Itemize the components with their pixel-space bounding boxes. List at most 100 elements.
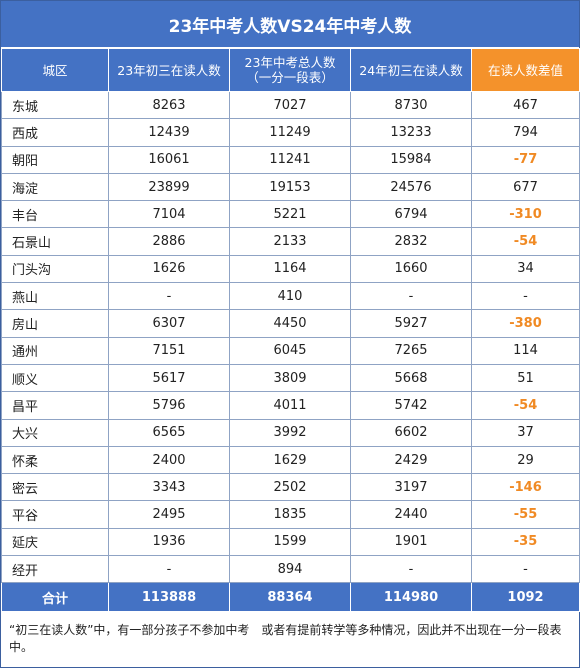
cell-city: 丰台 xyxy=(1,200,109,229)
cell-city: 大兴 xyxy=(1,418,109,447)
cell-g9-2023: 2400 xyxy=(108,445,230,475)
table-row: 通州 7151 6045 7265 114 xyxy=(1,336,580,365)
cell-g9-2023: - xyxy=(108,555,230,584)
cell-city: 顺义 xyxy=(1,363,109,393)
cell-g9-2023: 7151 xyxy=(108,336,230,365)
table-row: 丰台 7104 5221 6794 -310 xyxy=(1,200,580,229)
cell-exam-2023: 4011 xyxy=(229,391,351,420)
cell-diff: 37 xyxy=(471,418,580,447)
cell-city: 延庆 xyxy=(1,527,109,557)
cell-exam-2023: 3992 xyxy=(229,418,351,447)
total-diff: 1092 xyxy=(471,582,580,613)
cell-exam-2023: 1164 xyxy=(229,254,351,284)
table-row: 顺义 5617 3809 5668 51 xyxy=(1,363,580,393)
total-row: 合计 113888 88364 114980 1092 xyxy=(1,582,580,613)
cell-exam-2023: 6045 xyxy=(229,336,351,365)
table-row: 朝阳 16061 11241 15984 -77 xyxy=(1,145,580,174)
cell-g9-2024: 7265 xyxy=(350,336,472,365)
table-row: 东城 8263 7027 8730 467 xyxy=(1,90,580,120)
total-exam-2023: 88364 xyxy=(229,582,351,613)
cell-g9-2023: 8263 xyxy=(108,90,230,120)
cell-g9-2023: 7104 xyxy=(108,200,230,229)
cell-g9-2024: 6602 xyxy=(350,418,472,447)
cell-exam-2023: 1599 xyxy=(229,527,351,557)
cell-exam-2023: 19153 xyxy=(229,172,351,202)
cell-g9-2024: 5668 xyxy=(350,363,472,393)
cell-g9-2024: 3197 xyxy=(350,473,472,502)
cell-g9-2024: 15984 xyxy=(350,145,472,174)
header-row: 城区 23年初三在读人数 23年中考总人数 （一分一段表） 24年初三在读人数 … xyxy=(1,48,580,92)
cell-g9-2024: 2832 xyxy=(350,227,472,256)
cell-city: 平谷 xyxy=(1,500,109,529)
cell-g9-2024: 5742 xyxy=(350,391,472,420)
cell-diff: - xyxy=(471,555,580,584)
cell-city: 朝阳 xyxy=(1,145,109,174)
cell-exam-2023: 7027 xyxy=(229,90,351,120)
cell-exam-2023: 2133 xyxy=(229,227,351,256)
footnote: “初三在读人数”中，有一部分孩子不参加中考 或者有提前转学等多种情况，因此并不出… xyxy=(9,623,562,655)
cell-exam-2023: 2502 xyxy=(229,473,351,502)
header-city: 城区 xyxy=(1,48,109,92)
cell-g9-2023: 2886 xyxy=(108,227,230,256)
cell-city: 门头沟 xyxy=(1,254,109,284)
cell-exam-2023: 894 xyxy=(229,555,351,584)
cell-diff: 34 xyxy=(471,254,580,284)
cell-g9-2023: 2495 xyxy=(108,500,230,529)
cell-diff: -54 xyxy=(471,391,580,420)
cell-diff: -380 xyxy=(471,309,580,338)
table-row: 密云 3343 2502 3197 -146 xyxy=(1,473,580,502)
cell-g9-2024: - xyxy=(350,282,472,311)
cell-diff: -35 xyxy=(471,527,580,557)
table-title: 23年中考人数VS24年中考人数 xyxy=(1,1,579,48)
cell-exam-2023: 5221 xyxy=(229,200,351,229)
cell-g9-2023: 5617 xyxy=(108,363,230,393)
cell-g9-2023: 1936 xyxy=(108,527,230,557)
header-exam-2023-line1: 23年中考总人数 xyxy=(244,55,336,70)
table-row: 怀柔 2400 1629 2429 29 xyxy=(1,445,580,475)
cell-g9-2024: 2440 xyxy=(350,500,472,529)
cell-exam-2023: 3809 xyxy=(229,363,351,393)
cell-exam-2023: 1629 xyxy=(229,445,351,475)
cell-g9-2024: 24576 xyxy=(350,172,472,202)
cell-diff: -146 xyxy=(471,473,580,502)
cell-exam-2023: 11249 xyxy=(229,118,351,147)
cell-city: 海淀 xyxy=(1,172,109,202)
cell-city: 房山 xyxy=(1,309,109,338)
cell-g9-2023: 6565 xyxy=(108,418,230,447)
cell-city: 燕山 xyxy=(1,282,109,311)
cell-g9-2024: 6794 xyxy=(350,200,472,229)
header-g9-2023: 23年初三在读人数 xyxy=(108,48,230,92)
cell-diff: - xyxy=(471,282,580,311)
table-row: 平谷 2495 1835 2440 -55 xyxy=(1,500,580,529)
cell-exam-2023: 4450 xyxy=(229,309,351,338)
table-row: 大兴 6565 3992 6602 37 xyxy=(1,418,580,447)
cell-city: 经开 xyxy=(1,555,109,584)
cell-city: 密云 xyxy=(1,473,109,502)
cell-g9-2023: 12439 xyxy=(108,118,230,147)
cell-city: 通州 xyxy=(1,336,109,365)
cell-city: 怀柔 xyxy=(1,445,109,475)
total-label: 合计 xyxy=(1,582,109,613)
cell-g9-2024: 13233 xyxy=(350,118,472,147)
header-exam-2023: 23年中考总人数 （一分一段表） xyxy=(229,48,351,92)
cell-g9-2023: 3343 xyxy=(108,473,230,502)
total-g9-2024: 114980 xyxy=(350,582,472,613)
table-row: 昌平 5796 4011 5742 -54 xyxy=(1,391,580,420)
cell-city: 石景山 xyxy=(1,227,109,256)
table-row: 燕山 -410- - xyxy=(1,282,580,311)
cell-diff: 114 xyxy=(471,336,580,365)
cell-g9-2024: 2429 xyxy=(350,445,472,475)
cell-g9-2023: 1626 xyxy=(108,254,230,284)
total-g9-2023: 113888 xyxy=(108,582,230,613)
cell-diff: -77 xyxy=(471,145,580,174)
cell-g9-2024: 1660 xyxy=(350,254,472,284)
cell-city: 昌平 xyxy=(1,391,109,420)
cell-exam-2023: 11241 xyxy=(229,145,351,174)
table-row: 门头沟 1626 1164 1660 34 xyxy=(1,254,580,284)
cell-diff: 794 xyxy=(471,118,580,147)
cell-g9-2024: 5927 xyxy=(350,309,472,338)
cell-g9-2023: 16061 xyxy=(108,145,230,174)
cell-diff: 51 xyxy=(471,363,580,393)
enrollment-table: 城区 23年初三在读人数 23年中考总人数 （一分一段表） 24年初三在读人数 … xyxy=(1,48,580,613)
